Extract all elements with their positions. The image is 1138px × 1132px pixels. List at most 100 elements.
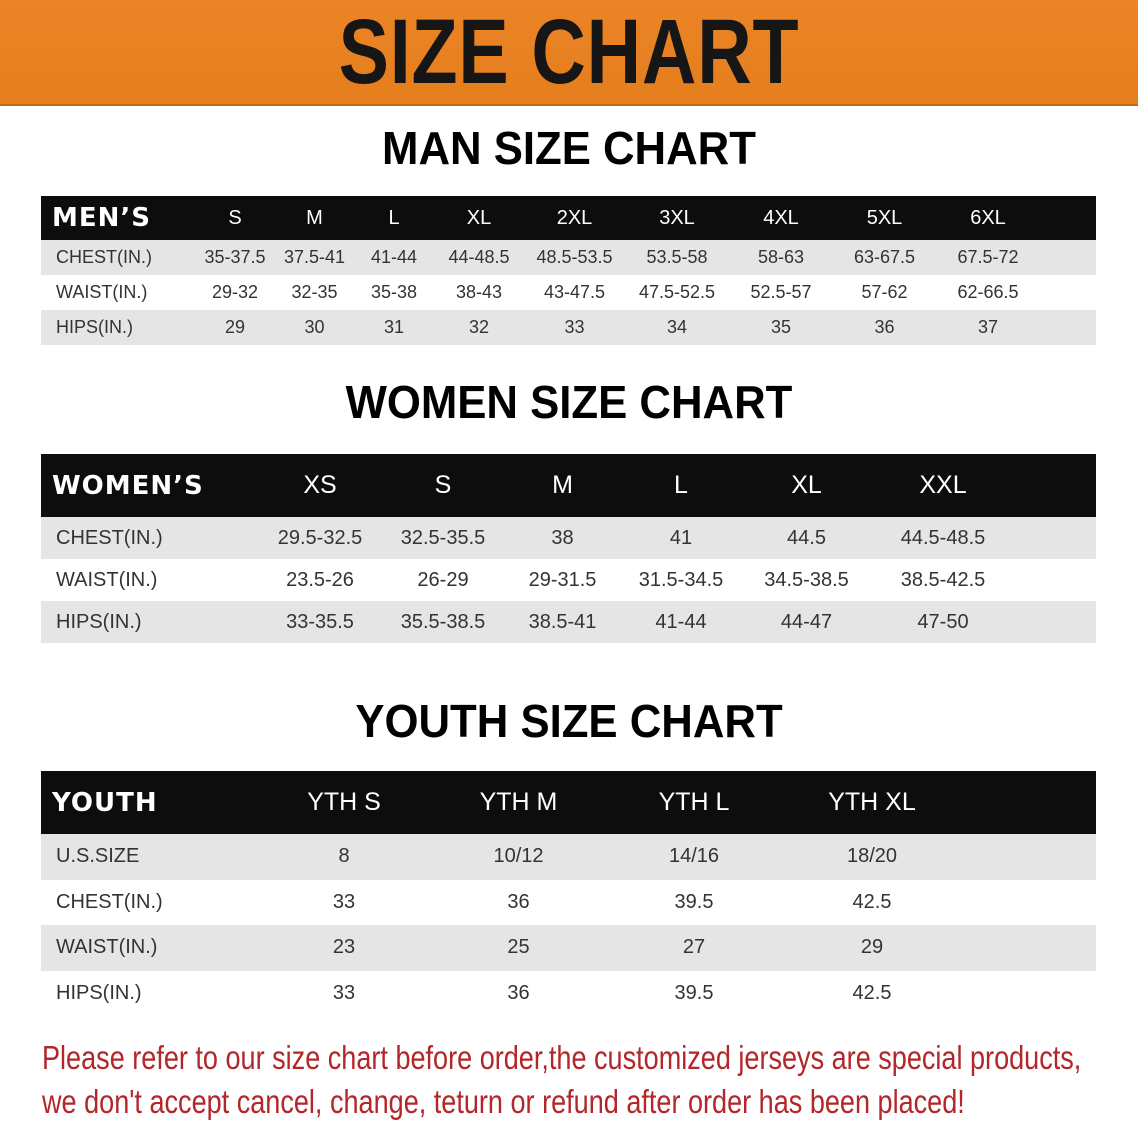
size-header: XXL (919, 471, 967, 499)
table-cell: 41 (669, 526, 693, 549)
size-header: XL (791, 471, 822, 499)
size-header: XL (466, 206, 492, 229)
size-header: L (388, 206, 400, 229)
table-row: WAIST(IN.) 23.5-26 26-29 29-31.5 31.5-34.5 34… (41, 559, 1096, 601)
row-label: CHEST(IN.) (56, 526, 163, 549)
table-cell: 35 (770, 317, 792, 337)
table-cell: 39.5 (674, 981, 714, 1004)
table-row: U.S.SIZE 8 10/12 14/16 18/20 (41, 834, 1096, 880)
size-header: XS (303, 471, 337, 499)
table-cell: 47.5-52.5 (638, 282, 716, 302)
table-cell: 33 (332, 890, 356, 913)
table-cell: 42.5 (852, 981, 892, 1004)
youth-size-table: YOUTH YTH S YTH M YTH L YTH XL U.S.SIZE 8 10/12… (41, 771, 1096, 1016)
table-cell: 44.5-48.5 (900, 526, 986, 549)
size-header: M (552, 471, 573, 499)
table-cell: 42.5 (852, 890, 892, 913)
table-cell: 35-37.5 (204, 247, 266, 267)
table-cell: 38 (551, 526, 574, 549)
table-corner-label: YOUTH (52, 787, 158, 818)
table-row: WAIST(IN.) 29-32 32-35 35-38 38-43 43-47.5 47.… (41, 275, 1096, 310)
table-corner-label: WOMEN’S (52, 470, 204, 501)
row-label: HIPS(IN.) (56, 981, 142, 1004)
table-cell: 29 (860, 936, 884, 959)
women-section-title: WOMEN SIZE CHART (345, 376, 793, 428)
table-cell: 29-31.5 (528, 568, 597, 591)
table-cell: 48.5-53.5 (536, 247, 613, 267)
men-section-title: MAN SIZE CHART (382, 122, 756, 174)
table-row: HIPS(IN.) 29 30 31 32 33 34 35 36 37 (41, 310, 1096, 345)
table-cell: 62-66.5 (957, 282, 1019, 302)
table-row: CHEST(IN.) 33 36 39.5 42.5 (41, 879, 1096, 925)
table-cell: 23 (332, 936, 356, 959)
size-header: L (674, 471, 688, 499)
table-cell: 57-62 (861, 282, 908, 302)
banner-title: SIZE CHART (338, 1, 800, 103)
table-cell: 52.5-57 (750, 282, 812, 302)
table-cell: 29-32 (211, 282, 259, 302)
table-cell: 26-29 (417, 568, 469, 591)
table-row: CHEST(IN.) 29.5-32.5 32.5-35.5 38 41 44.5 44.5… (41, 517, 1096, 559)
size-header: YTH XL (828, 788, 916, 816)
table-cell: 44-48.5 (448, 247, 510, 267)
size-header: 6XL (970, 206, 1006, 229)
table-cell: 29 (224, 317, 246, 337)
row-label: HIPS(IN.) (56, 610, 142, 633)
table-cell: 23.5-26 (286, 568, 354, 591)
table-corner-label: MEN’S (52, 203, 151, 233)
size-header: M (306, 206, 323, 229)
table-cell: 58-63 (757, 247, 805, 267)
size-header: YTH M (479, 788, 558, 816)
table-row: HIPS(IN.) 33 36 39.5 42.5 (41, 970, 1096, 1016)
size-header: YTH L (658, 788, 730, 816)
table-cell: 14/16 (668, 845, 720, 868)
table-cell: 63-67.5 (853, 247, 916, 267)
table-cell: 32.5-35.5 (400, 526, 486, 549)
table-cell: 8 (338, 845, 350, 868)
table-cell: 36 (507, 890, 530, 913)
table-cell: 36 (874, 317, 895, 337)
table-row: WAIST(IN.) 23 25 27 29 (41, 925, 1096, 971)
row-label: HIPS(IN.) (56, 317, 134, 337)
table-cell: 38.5-42.5 (900, 568, 986, 591)
table-cell: 32 (468, 317, 490, 337)
table-cell: 44-47 (780, 610, 833, 633)
table-cell: 36 (507, 981, 530, 1004)
table-cell: 43-47.5 (543, 282, 606, 302)
women-size-table: WOMEN’S XS S M L XL XXL CHEST(IN.) 29.5-32.5 32.5… (41, 454, 1096, 643)
table-cell: 33-35.5 (286, 610, 354, 633)
size-header: S (434, 471, 452, 499)
table-cell: 34 (666, 317, 688, 337)
order-notice-line-1: Please refer to our size chart before or… (42, 1039, 1082, 1076)
row-label: CHEST(IN.) (56, 890, 163, 913)
men-size-table: MEN’S S M L XL 2XL 3XL 4XL 5XL 6XL CHEST(IN.) 35-37… (41, 196, 1096, 345)
size-header: 2XL (556, 206, 593, 229)
table-cell: 27 (682, 936, 706, 959)
size-chart-banner: SIZE CHART (0, 0, 1138, 106)
table-cell: 33 (332, 981, 356, 1004)
table-cell: 31 (383, 317, 405, 337)
table-cell: 38.5-41 (528, 610, 597, 633)
table-cell: 35-38 (370, 282, 418, 302)
table-header-row: MEN’S S M L XL 2XL 3XL 4XL 5XL 6XL (41, 196, 1096, 240)
row-label: WAIST(IN.) (56, 936, 158, 959)
table-cell: 38-43 (455, 282, 503, 302)
table-cell: 53.5-58 (646, 247, 708, 267)
table-header-row: YOUTH YTH S YTH M YTH L YTH XL (41, 771, 1096, 834)
size-header: 3XL (659, 206, 695, 229)
table-cell: 39.5 (674, 890, 714, 913)
row-label: WAIST(IN.) (56, 568, 158, 591)
table-header-row: WOMEN’S XS S M L XL XXL (41, 454, 1096, 517)
table-cell: 32-35 (291, 282, 338, 302)
row-label: WAIST(IN.) (56, 282, 148, 302)
table-cell: 41-44 (370, 247, 418, 267)
table-cell: 34.5-38.5 (764, 568, 849, 591)
table-cell: 18/20 (846, 845, 898, 868)
table-cell: 35.5-38.5 (400, 610, 486, 633)
size-header: S (228, 206, 242, 229)
table-row: CHEST(IN.) 35-37.5 37.5-41 41-44 44-48.5 48.5… (41, 240, 1096, 275)
table-cell: 37.5-41 (283, 247, 346, 267)
table-cell: 25 (507, 936, 530, 959)
table-cell: 47-50 (917, 610, 969, 633)
table-cell: 44.5 (787, 526, 826, 549)
